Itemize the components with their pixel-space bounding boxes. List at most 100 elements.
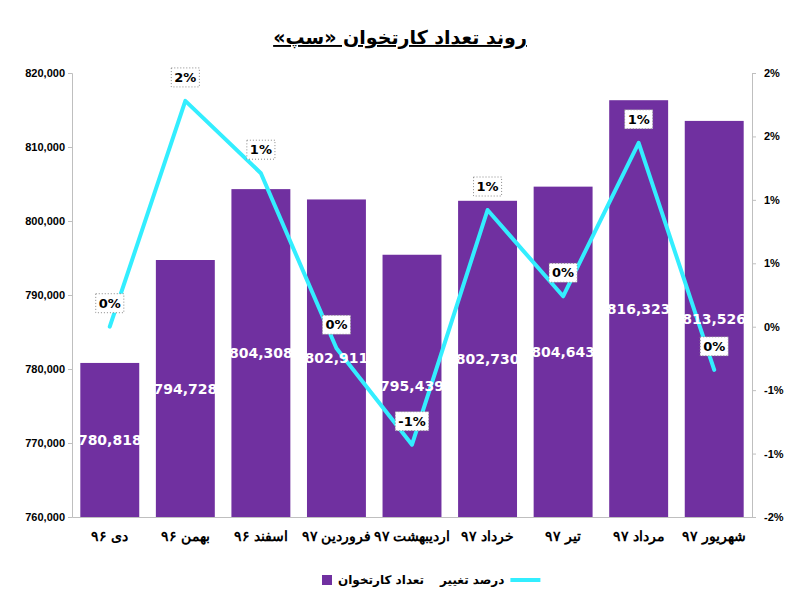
- x-tick: خرداد ۹۷: [461, 517, 514, 545]
- line-label-box: [171, 68, 199, 87]
- y-tick-label: 760,000: [25, 511, 65, 523]
- x-axis-line: [73, 517, 753, 518]
- y-axis-line: [68, 74, 73, 518]
- y2-tick-mark: [752, 263, 756, 264]
- x-tick-label: شهریور ۹۷: [682, 528, 746, 545]
- bar-label: 802,730: [456, 351, 520, 367]
- y2-tick: -2%: [752, 511, 784, 523]
- x-tick: مرداد ۹۷: [613, 517, 665, 545]
- legend: تعداد کارتخوان درصد تغییر: [322, 573, 540, 588]
- y2-tick-label: 1%: [764, 257, 780, 269]
- line-label: 0%: [99, 296, 121, 311]
- line-label-box: [625, 110, 653, 129]
- legend-swatch: [322, 575, 332, 585]
- line-label: 0%: [552, 265, 574, 280]
- y-tick-label: 810,000: [25, 141, 65, 153]
- legend-item: تعداد کارتخوان: [322, 573, 424, 588]
- y-tick-mark: [68, 369, 72, 370]
- plot-marks: [80, 100, 743, 517]
- y-tick-mark: [68, 443, 72, 444]
- y2-tick-label: -2%: [764, 511, 784, 523]
- y-tick: 810,000: [25, 141, 72, 153]
- legend-label: درصد تغییر: [439, 573, 504, 587]
- y2-tick: 1%: [752, 194, 780, 206]
- line-label-box: [322, 315, 350, 334]
- line-label-box: [549, 263, 577, 282]
- data-labels: 780,818 794,728 804,308 802,911 795,439 802,7…: [78, 68, 746, 448]
- y2-tick-label: -1%: [764, 448, 784, 460]
- y2-tick-mark: [752, 517, 756, 518]
- y-tick-mark: [68, 73, 72, 74]
- x-tick: اسفند ۹۶: [234, 517, 288, 544]
- y2-tick-mark: [752, 136, 756, 137]
- x-tick: تیر ۹۷: [545, 517, 581, 545]
- x-tick-label: دی ۹۶: [91, 528, 128, 544]
- line-label: -1%: [398, 414, 425, 429]
- y-tick-label: 820,000: [25, 67, 65, 79]
- y-tick-mark: [68, 295, 72, 296]
- legend-swatch: [510, 578, 540, 582]
- y-tick-label: 790,000: [25, 289, 65, 301]
- x-tick-label: تیر ۹۷: [545, 528, 581, 545]
- line-label: 1%: [477, 179, 499, 194]
- x-tick: فروردین ۹۷: [301, 517, 371, 545]
- bar-label: 813,526: [682, 311, 746, 327]
- y-tick: 770,000: [25, 437, 72, 449]
- y2-tick: -1%: [752, 448, 784, 460]
- x-tick: دی ۹۶: [91, 517, 128, 544]
- y2-tick-mark: [752, 454, 756, 455]
- y2-axis-line: [753, 74, 757, 518]
- line-label-box: [700, 337, 728, 356]
- line-label-box: [247, 140, 275, 159]
- bar-label: 794,728: [153, 381, 217, 397]
- legend-item: درصد تغییر: [439, 573, 540, 587]
- y2-tick: 2%: [752, 130, 780, 142]
- x-tick-label: خرداد ۹۷: [461, 528, 514, 545]
- x-tick-label: اردیبهشت ۹۷: [374, 528, 451, 545]
- bar-label: 804,643: [531, 344, 595, 360]
- line-label: 2%: [174, 70, 196, 85]
- y2-tick-label: 2%: [764, 130, 780, 142]
- x-tick: بهمن ۹۶: [161, 517, 210, 545]
- y-tick: 760,000: [25, 511, 72, 523]
- line-label-box: [474, 177, 502, 196]
- y-tick-label: 770,000: [25, 437, 65, 449]
- y2-tick-label: 2%: [764, 67, 780, 79]
- y2-tick: 2%: [752, 67, 780, 79]
- y2-axis: -2% -1% -1% 0% 1% 1% 2% 2%: [752, 67, 784, 523]
- y2-tick-label: -1%: [764, 384, 784, 396]
- y-tick: 780,000: [25, 363, 72, 375]
- y2-tick: -1%: [752, 384, 784, 396]
- y-tick-mark: [68, 517, 72, 518]
- x-tick: شهریور ۹۷: [682, 517, 746, 545]
- x-tick-label: اسفند ۹۶: [234, 528, 288, 544]
- y-tick-label: 800,000: [25, 215, 65, 227]
- line-label-box: [96, 294, 124, 313]
- line-label: 1%: [628, 112, 650, 127]
- bar-label: 795,439: [380, 378, 444, 394]
- y2-tick-label: 1%: [764, 194, 780, 206]
- x-tick-label: فروردین ۹۷: [301, 528, 371, 545]
- x-tick-label: بهمن ۹۶: [161, 528, 210, 545]
- bar-label: 780,818: [78, 432, 142, 448]
- y-tick-mark: [68, 147, 72, 148]
- chart: روند تعداد کارتخوان «سپ» 760,000 770,000 78…: [0, 0, 800, 600]
- x-tick-label: مرداد ۹۷: [613, 528, 665, 545]
- y2-tick-mark: [752, 73, 756, 74]
- line-label: 1%: [250, 142, 272, 157]
- y2-tick-label: 0%: [764, 321, 780, 333]
- y-tick-label: 780,000: [25, 363, 65, 375]
- bar-label: 816,323: [607, 301, 671, 317]
- title: روند تعداد کارتخوان «سپ»: [273, 26, 527, 49]
- y-tick-mark: [68, 221, 72, 222]
- bar-label: 802,911: [305, 350, 369, 366]
- y-axis: 760,000 770,000 780,000 790,000 800,000 810,0…: [25, 67, 72, 523]
- y-tick: 790,000: [25, 289, 72, 301]
- line-label: 0%: [703, 339, 725, 354]
- y2-tick-mark: [752, 327, 756, 328]
- y2-tick: 0%: [752, 321, 780, 333]
- y2-tick-mark: [752, 200, 756, 201]
- line: [110, 101, 714, 445]
- bar-label: 804,308: [229, 345, 293, 361]
- line-label: 0%: [325, 317, 347, 332]
